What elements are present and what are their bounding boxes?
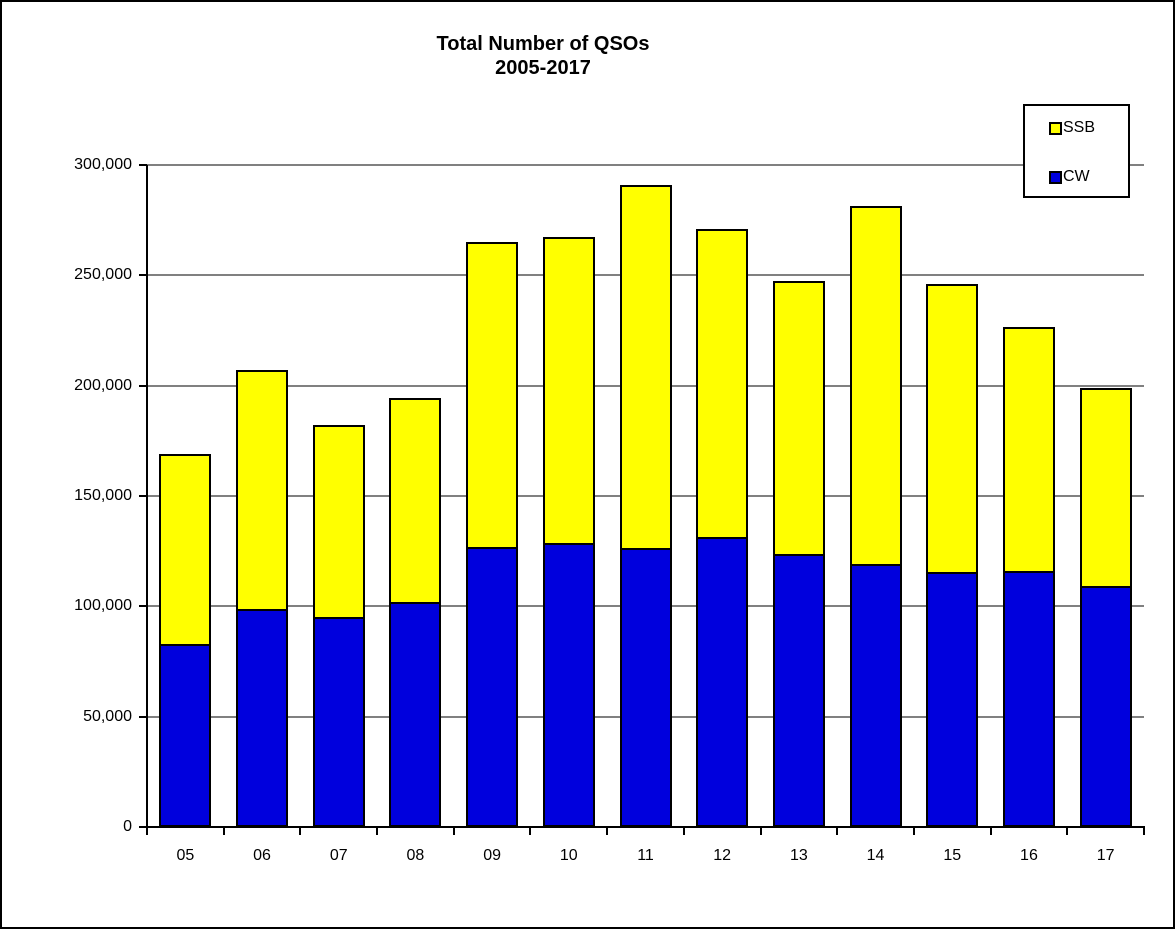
x-tick bbox=[989, 827, 992, 835]
y-tick bbox=[139, 164, 147, 166]
y-tick-label: 300,000 bbox=[74, 156, 132, 173]
x-category-label: 07 bbox=[329, 847, 348, 864]
bar-11-cw-segment bbox=[621, 547, 670, 825]
x-tick bbox=[529, 827, 532, 835]
bar-15-cw-segment bbox=[928, 572, 977, 825]
bar-16-cw-segment bbox=[1004, 571, 1053, 825]
x-category-label: 09 bbox=[483, 847, 501, 864]
x-tick bbox=[452, 827, 455, 835]
bar-05-cw-segment bbox=[161, 643, 210, 825]
x-tick bbox=[146, 827, 148, 835]
y-axis-line bbox=[146, 165, 148, 827]
x-category-label: 17 bbox=[1096, 847, 1115, 864]
y-tick bbox=[139, 826, 147, 828]
x-tick bbox=[682, 827, 685, 835]
legend-item-cw: CW bbox=[1049, 168, 1090, 186]
x-tick bbox=[912, 827, 915, 835]
gridline bbox=[147, 164, 1144, 166]
bar-14 bbox=[849, 205, 902, 827]
bar-06 bbox=[236, 370, 289, 827]
x-category-label: 11 bbox=[637, 847, 654, 864]
bar-16 bbox=[1002, 327, 1055, 827]
x-category-label: 06 bbox=[253, 847, 271, 864]
legend: SSB CW bbox=[1023, 104, 1130, 198]
y-tick-label: 100,000 bbox=[74, 597, 132, 615]
legend-swatch-cw bbox=[1049, 170, 1062, 184]
x-tick bbox=[836, 827, 839, 835]
bar-10 bbox=[542, 236, 595, 827]
bar-10-cw-segment bbox=[544, 543, 593, 825]
bar-08-cw-segment bbox=[391, 601, 440, 825]
chart-title-line1: Total Number of QSOs bbox=[436, 33, 650, 55]
bar-08 bbox=[389, 397, 442, 827]
y-tick-label: 250,000 bbox=[74, 266, 132, 284]
x-category-label: 12 bbox=[713, 847, 732, 864]
x-category-label: 13 bbox=[789, 847, 808, 864]
x-category-label: 16 bbox=[1020, 847, 1038, 864]
legend-swatch-ssb bbox=[1049, 121, 1062, 135]
x-category-label: 08 bbox=[406, 847, 425, 864]
chart-title-line2: 2005-2017 bbox=[495, 57, 591, 79]
bar-09-cw-segment bbox=[468, 546, 517, 825]
bar-07-cw-segment bbox=[314, 617, 363, 825]
bar-17-cw-segment bbox=[1081, 586, 1130, 825]
bar-12 bbox=[696, 228, 749, 827]
x-axis-line bbox=[146, 826, 1145, 828]
x-category-label: 10 bbox=[559, 847, 578, 864]
y-tick bbox=[139, 715, 147, 718]
bar-13 bbox=[772, 280, 825, 827]
y-tick-label: 150,000 bbox=[74, 487, 132, 504]
legend-item-ssb: SSB bbox=[1049, 119, 1095, 137]
chart-title: Total Number of QSOs 2005-2017 bbox=[143, 32, 943, 80]
legend-label-ssb: SSB bbox=[1063, 119, 1096, 136]
x-category-label: 05 bbox=[176, 847, 195, 864]
bar-12-cw-segment bbox=[698, 536, 747, 825]
y-tick bbox=[139, 274, 147, 277]
y-tick-label: 200,000 bbox=[74, 376, 132, 394]
bar-13-cw-segment bbox=[774, 554, 823, 825]
x-category-label: 15 bbox=[943, 847, 962, 864]
y-tick-label: 50,000 bbox=[83, 707, 132, 725]
x-tick bbox=[1066, 827, 1069, 835]
y-tick bbox=[139, 384, 147, 387]
x-tick bbox=[606, 827, 609, 835]
y-tick bbox=[139, 495, 147, 497]
y-tick bbox=[139, 605, 147, 608]
x-tick bbox=[222, 827, 225, 835]
x-tick bbox=[1143, 827, 1145, 835]
legend-label-cw: CW bbox=[1063, 168, 1090, 185]
x-tick bbox=[299, 827, 302, 835]
bar-09 bbox=[466, 242, 519, 827]
x-tick bbox=[376, 827, 379, 835]
bar-15 bbox=[926, 284, 979, 827]
x-category-label: 14 bbox=[866, 847, 885, 864]
bar-06-cw-segment bbox=[238, 608, 287, 825]
x-tick bbox=[759, 827, 762, 835]
y-tick-label: 0 bbox=[123, 818, 132, 835]
bar-11 bbox=[619, 184, 672, 827]
bar-14-cw-segment bbox=[851, 564, 900, 825]
bar-17 bbox=[1079, 387, 1132, 827]
bar-05 bbox=[159, 454, 212, 827]
bar-07 bbox=[312, 425, 365, 827]
